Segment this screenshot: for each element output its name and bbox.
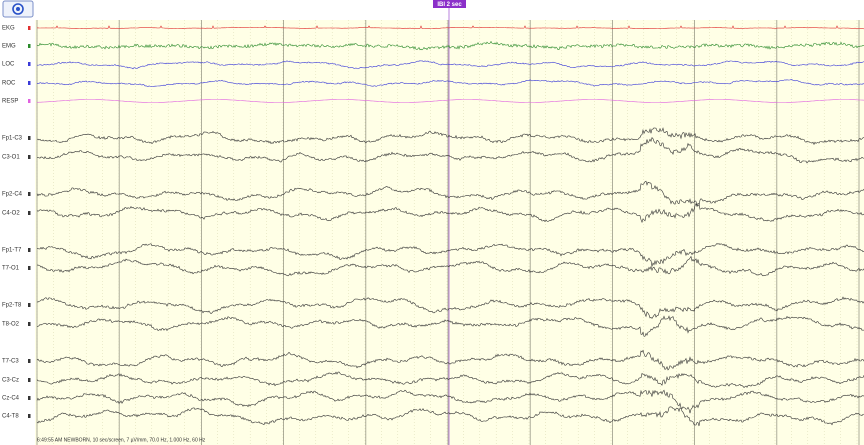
eeg-trace xyxy=(36,180,864,207)
channel-swatch xyxy=(28,192,31,196)
eeg-trace xyxy=(36,255,864,277)
button-icon-dot xyxy=(16,7,20,11)
event-marker: IBI 2 sec xyxy=(437,2,462,8)
trace-area xyxy=(35,20,864,445)
eeg-trace xyxy=(36,127,864,146)
channel-label: C3-O1 xyxy=(2,155,20,161)
button-icon xyxy=(12,3,24,15)
channel-label: ROC xyxy=(2,81,16,87)
eeg-trace xyxy=(36,136,864,164)
channel-label: Fp2-C4 xyxy=(2,192,23,198)
channel-swatch xyxy=(28,266,31,270)
channel-label: Fp1-T7 xyxy=(2,248,22,254)
channel-swatch xyxy=(28,44,31,48)
channel-swatch xyxy=(28,136,31,140)
event-marker-box[interactable] xyxy=(433,0,466,8)
channel-swatch xyxy=(28,414,31,418)
channel-label: T7-O1 xyxy=(2,266,20,272)
channel-label: LOC xyxy=(2,62,15,68)
channel-label: Cz-C4 xyxy=(2,396,20,402)
channel-label: C4-O2 xyxy=(2,211,20,217)
eeg-trace xyxy=(37,99,864,103)
channel-swatch xyxy=(28,322,31,326)
channel-swatch xyxy=(28,248,31,252)
eeg-trace xyxy=(37,242,864,267)
channel-label: T7-C3 xyxy=(2,359,19,365)
eeg-trace xyxy=(36,25,864,30)
channel-swatch xyxy=(28,359,31,363)
eeg-trace xyxy=(37,315,864,337)
eeg-trace xyxy=(36,371,864,388)
channel-swatch xyxy=(28,155,31,159)
eeg-trace xyxy=(36,349,864,371)
channel-label: C4-T8 xyxy=(2,414,19,420)
channel-swatch xyxy=(28,99,31,103)
channel-label: Fp2-T8 xyxy=(2,303,22,309)
channel-swatch xyxy=(28,211,31,215)
channel-swatch xyxy=(28,62,31,66)
channel-swatch xyxy=(28,396,31,400)
settings-button[interactable] xyxy=(2,0,34,18)
channel-label: C3-Cz xyxy=(2,378,19,384)
eeg-trace xyxy=(36,40,864,51)
channel-swatch xyxy=(28,26,31,30)
eeg-trace xyxy=(36,202,864,224)
eeg-trace xyxy=(36,389,864,414)
footer-info: 6:49:55 AM NEWBORN, 10 sec/screen, 7 µV/… xyxy=(37,437,206,443)
eeg-trace xyxy=(37,60,864,70)
channel-label: EKG xyxy=(2,26,15,32)
channel-swatch xyxy=(28,81,31,85)
channel-swatch xyxy=(28,303,31,307)
eeg-trace xyxy=(36,296,864,319)
channel-swatch xyxy=(28,378,31,382)
channel-label: EMG xyxy=(2,44,16,50)
eeg-trace xyxy=(36,79,864,87)
eeg-trace xyxy=(36,406,864,427)
channel-label: T8-O2 xyxy=(2,322,20,328)
channel-label: Fp1-C3 xyxy=(2,136,23,142)
channel-label: RESP xyxy=(2,99,18,105)
